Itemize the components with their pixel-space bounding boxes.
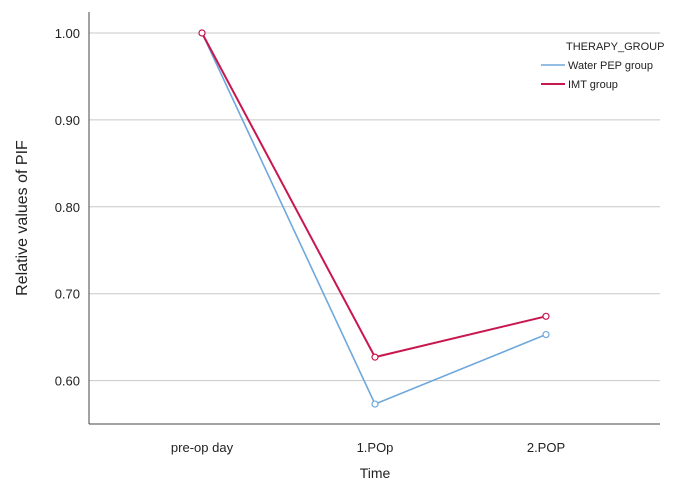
y-tick-label: 0.90 xyxy=(55,113,80,128)
legend-title: THERAPY_GROUP xyxy=(566,41,664,53)
y-tick-label: 1.00 xyxy=(55,26,80,41)
data-point xyxy=(371,400,379,408)
series-1 xyxy=(198,29,550,361)
x-tick-label: 1.POp xyxy=(357,440,394,455)
data-point xyxy=(198,29,206,37)
series-group xyxy=(198,29,550,408)
legend-label: IMT group xyxy=(568,79,618,91)
series-line xyxy=(201,32,547,359)
gridlines xyxy=(89,32,660,382)
legend: THERAPY_GROUP Water PEP group IMT group xyxy=(541,41,664,91)
x-tick-label: 2.POP xyxy=(527,440,565,455)
y-tick-label: 0.60 xyxy=(55,374,80,389)
series-line xyxy=(201,32,547,406)
legend-label: Water PEP group xyxy=(568,60,653,72)
y-tick-labels: 0.60 0.70 0.80 0.90 1.00 xyxy=(55,26,80,389)
y-tick-label: 0.70 xyxy=(55,287,80,302)
x-tick-labels: pre-op day 1.POp 2.POP xyxy=(171,440,565,455)
y-axis-title: Relative values of PIF xyxy=(14,140,31,296)
data-point xyxy=(371,353,379,361)
x-tick-label: pre-op day xyxy=(171,440,234,455)
series-0 xyxy=(198,29,550,408)
data-point xyxy=(542,330,550,339)
y-tick-label: 0.80 xyxy=(55,200,80,215)
data-point xyxy=(542,312,550,320)
x-axis-title: Time xyxy=(360,465,391,481)
